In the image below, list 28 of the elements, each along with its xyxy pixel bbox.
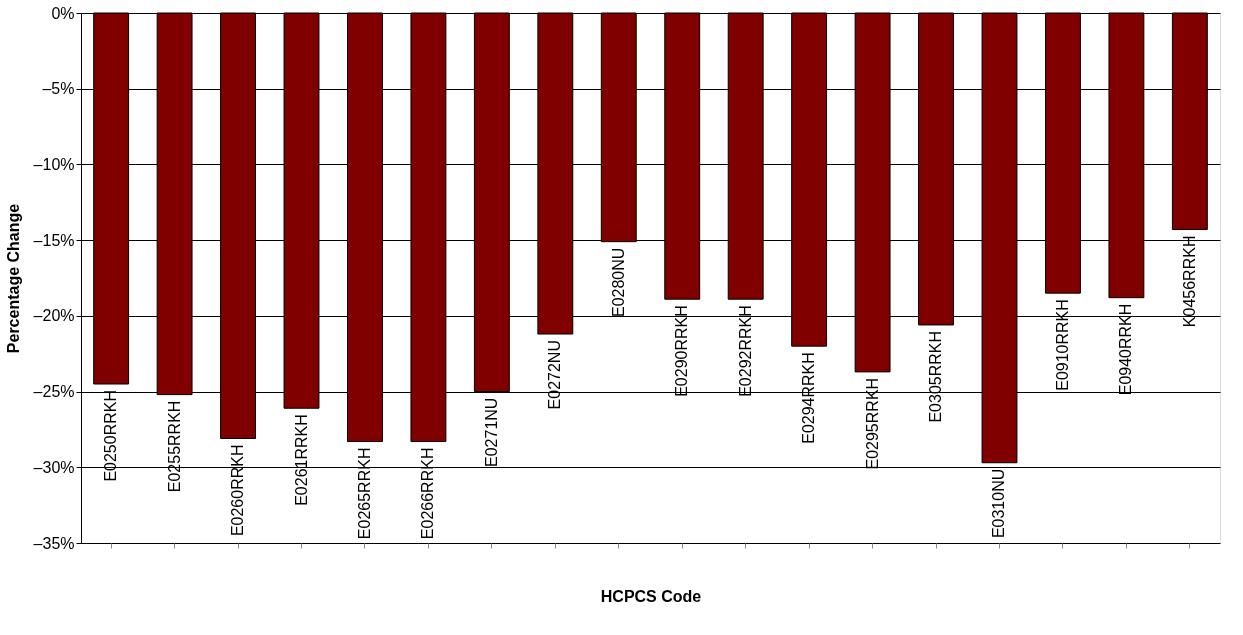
y-tick-label: –5% (42, 80, 75, 98)
x-tick-label: K0456RRKH (1180, 235, 1198, 328)
x-tick-label: E0940RRKH (1117, 303, 1135, 396)
y-tick-label: –25% (33, 383, 75, 401)
x-tick-label: E0271NU (482, 397, 500, 467)
x-tick-label: E0305RRKH (927, 330, 945, 423)
x-tick-label: E0280NU (609, 247, 627, 318)
y-axis-title: Percentage Change (4, 203, 22, 354)
y-tick-label: –10% (33, 155, 75, 173)
y-tick-label: –15% (33, 231, 75, 249)
x-tick-label: E0260RRKH (229, 444, 247, 537)
y-tick-label: –20% (33, 307, 75, 325)
x-tick-label: E0294RRKH (800, 352, 818, 444)
x-tick-label: E0266RRKH (419, 447, 437, 540)
y-tick-label: –35% (33, 534, 75, 552)
x-tick-label: E0295RRKH (863, 377, 881, 470)
x-axis-title: HCPCS Code (600, 588, 702, 605)
x-tick-label: E0265RRKH (355, 447, 373, 540)
y-tick-label: –30% (33, 458, 75, 476)
x-tick-label: E0272NU (546, 340, 564, 410)
x-tick-label: E0310NU (990, 468, 1008, 539)
x-tick-label: E0255RRKH (165, 400, 183, 493)
x-tick-label: E0261RRKH (292, 414, 310, 506)
x-tick-label: E0292RRKH (736, 305, 754, 397)
x-tick-label: E0250RRKH (102, 390, 120, 482)
x-tick-label: E0290RRKH (673, 305, 691, 397)
y-tick-label: 0% (51, 4, 75, 22)
x-tick-label: E0910RRKH (1053, 299, 1071, 391)
